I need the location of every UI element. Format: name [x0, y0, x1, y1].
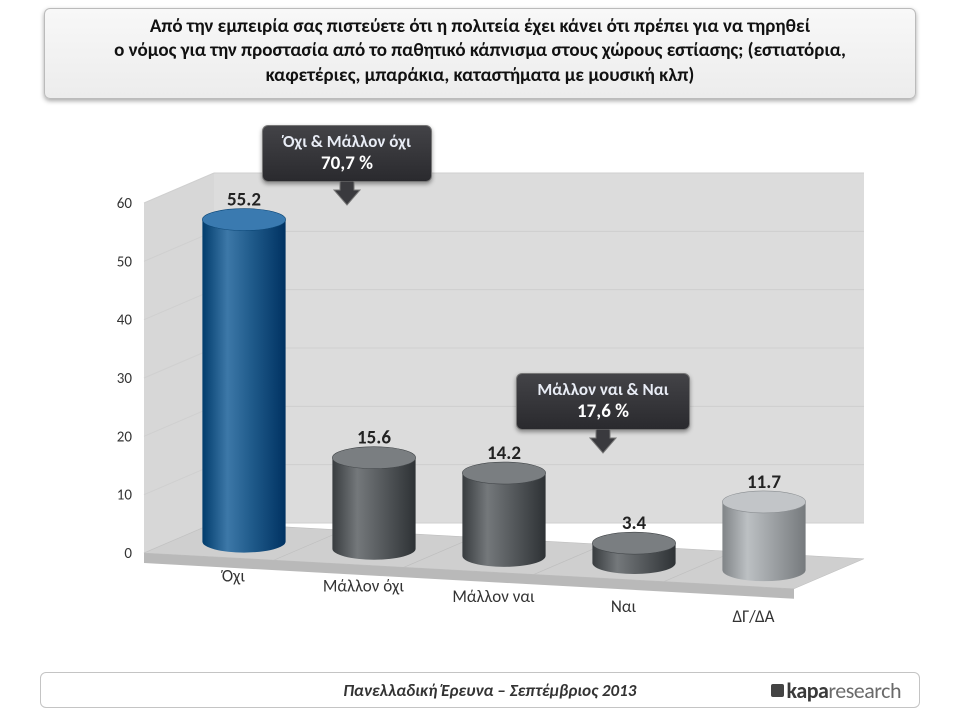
- svg-text:Όχι: Όχι: [221, 566, 246, 587]
- svg-text:30: 30: [117, 370, 133, 388]
- svg-text:11.7: 11.7: [747, 471, 781, 494]
- callout-yes-label: Μάλλον ναι & Ναι: [531, 379, 675, 400]
- brand-logo: kaparesearch: [771, 677, 901, 704]
- svg-text:0: 0: [124, 545, 132, 563]
- footer: Πανελλαδική Έρευνα – Σεπτέμβριος 2013 ka…: [0, 672, 960, 708]
- svg-text:55.2: 55.2: [227, 189, 261, 212]
- title-line-3: καφετέριες, μπαράκια, καταστήματα με μου…: [63, 64, 897, 88]
- svg-text:ΔΓ/ΔΑ: ΔΓ/ΔΑ: [733, 606, 775, 623]
- callout-no-label: Όχι & Μάλλον όχι: [277, 131, 417, 152]
- title-line-1: Από την εμπειρία σας πιστεύετε ότι η πολ…: [63, 15, 897, 39]
- svg-text:Ναι: Ναι: [611, 596, 637, 617]
- bar-chart: 0 10 20 30 40 50 60 55.2 Όχι 15.6 Μάλλον όχι 14.2 Μά…: [44, 103, 916, 623]
- svg-text:Μάλλον όχι: Μάλλον όχι: [323, 576, 405, 597]
- svg-text:14.2: 14.2: [487, 442, 521, 465]
- callout-no-value: 70,7 %: [277, 152, 417, 175]
- svg-text:20: 20: [117, 428, 133, 446]
- svg-text:Μάλλον ναι: Μάλλον ναι: [452, 586, 535, 607]
- callout-no-group: Όχι & Μάλλον όχι 70,7 %: [262, 125, 432, 182]
- svg-text:50: 50: [117, 253, 133, 271]
- svg-text:60: 60: [117, 195, 133, 213]
- footer-bar: Πανελλαδική Έρευνα – Σεπτέμβριος 2013 ka…: [40, 672, 920, 708]
- survey-label: Πανελλαδική Έρευνα – Σεπτέμβριος 2013: [209, 680, 771, 701]
- svg-text:40: 40: [117, 312, 133, 330]
- callout-yes-group: Μάλλον ναι & Ναι 17,6 %: [516, 373, 690, 430]
- callout-arrow-icon: [586, 429, 620, 455]
- callout-arrow-icon: [330, 181, 364, 207]
- question-title-box: Από την εμπειρία σας πιστεύετε ότι η πολ…: [44, 8, 916, 99]
- svg-text:15.6: 15.6: [357, 427, 391, 450]
- svg-text:3.4: 3.4: [622, 512, 647, 535]
- chart-area: 0 10 20 30 40 50 60 55.2 Όχι 15.6 Μάλλον όχι 14.2 Μά…: [44, 103, 916, 623]
- brand-square-icon: [771, 684, 784, 697]
- svg-text:10: 10: [117, 487, 133, 505]
- title-line-2: ο νόμος για την προστασία από το παθητικ…: [63, 39, 897, 63]
- callout-yes-value: 17,6 %: [531, 400, 675, 423]
- brand-text: kaparesearch: [787, 677, 901, 704]
